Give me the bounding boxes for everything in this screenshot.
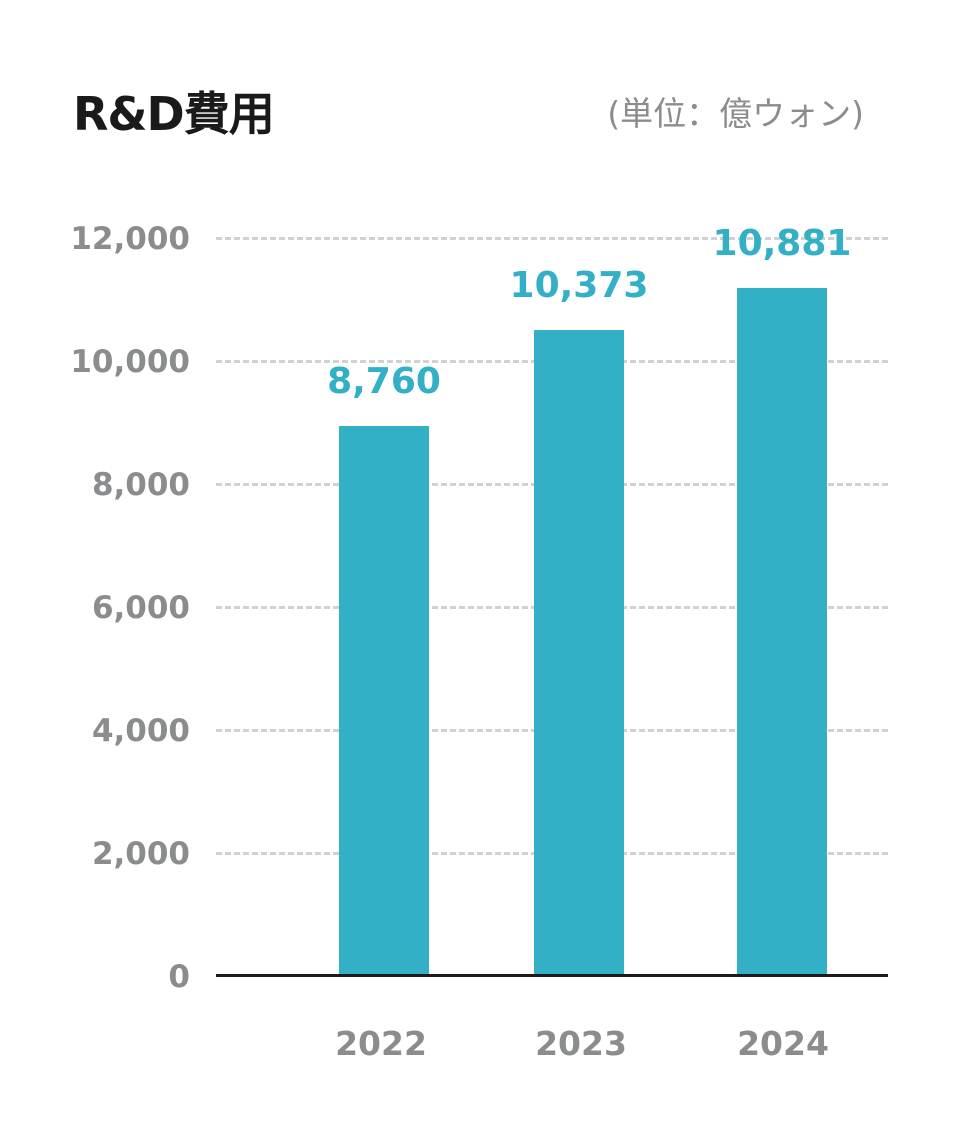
y-tick-label: 0 — [168, 959, 190, 995]
y-tick-label: 12,000 — [70, 221, 190, 257]
x-tick-label-2022: 2022 — [335, 1024, 427, 1063]
y-tick-label: 8,000 — [91, 467, 190, 503]
y-tick-label: 4,000 — [91, 713, 190, 749]
y-tick-label: 6,000 — [91, 590, 190, 626]
x-tick-label-2023: 2023 — [535, 1024, 627, 1063]
x-axis-baseline — [216, 974, 888, 977]
unit-label: (単位：億ウォン) — [607, 94, 864, 133]
x-tick-label-2024: 2024 — [737, 1024, 829, 1063]
gridline — [216, 237, 888, 240]
value-label-2023: 10,373 — [509, 265, 649, 306]
bar-2024 — [737, 288, 827, 975]
chart-title: R&D費用 — [73, 87, 275, 141]
value-label-2024: 10,881 — [712, 223, 852, 264]
y-tick-label: 10,000 — [70, 344, 190, 380]
value-label-2022: 8,760 — [327, 361, 441, 402]
bar-2022 — [339, 426, 429, 975]
bar-2023 — [534, 330, 624, 975]
y-tick-label: 2,000 — [91, 836, 190, 872]
